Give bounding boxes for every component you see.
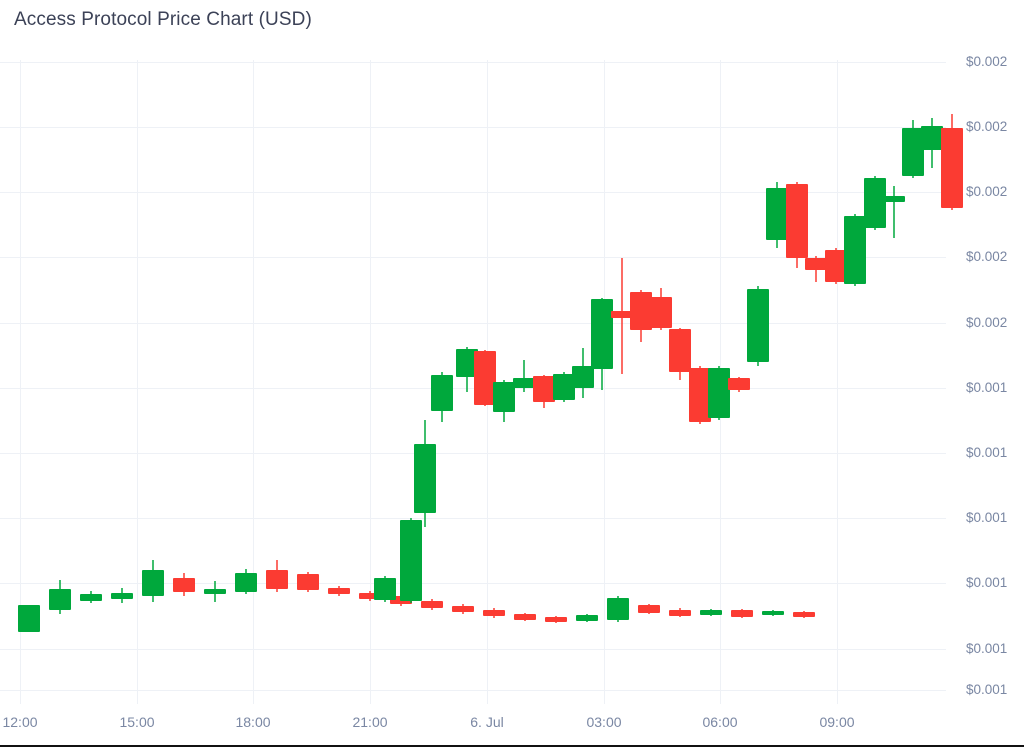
- candlestick-up[interactable]: [513, 378, 535, 388]
- candlestick-down[interactable]: [825, 250, 847, 282]
- candlestick-up[interactable]: [111, 593, 133, 599]
- gridline-horizontal: [0, 453, 946, 454]
- candlestick-up[interactable]: [204, 589, 226, 594]
- candlestick-down[interactable]: [545, 617, 567, 622]
- candlestick-up[interactable]: [864, 178, 886, 228]
- candlestick-up[interactable]: [18, 605, 40, 632]
- candlestick-up[interactable]: [883, 196, 905, 202]
- y-axis-tick-label: $0.001: [966, 641, 1008, 656]
- candlestick-up[interactable]: [591, 299, 613, 369]
- candlestick-up[interactable]: [142, 570, 164, 596]
- gridline-vertical: [604, 60, 605, 704]
- candlestick-up[interactable]: [700, 610, 722, 615]
- candlestick-up[interactable]: [374, 578, 396, 600]
- candle-wick: [893, 186, 895, 238]
- candlestick-down[interactable]: [731, 610, 753, 617]
- candlestick-up[interactable]: [747, 289, 769, 362]
- candlestick-down[interactable]: [689, 368, 711, 422]
- candlestick-down[interactable]: [359, 593, 381, 599]
- candlestick-down[interactable]: [421, 601, 443, 608]
- candlestick-up[interactable]: [572, 366, 594, 388]
- gridline-vertical: [370, 60, 371, 704]
- gridline-vertical: [253, 60, 254, 704]
- candlestick-down[interactable]: [514, 614, 536, 620]
- gridline-horizontal: [0, 62, 946, 63]
- bottom-divider: [0, 745, 1024, 747]
- y-axis-tick-label: $0.002: [966, 249, 1008, 264]
- candlestick-down[interactable]: [474, 351, 496, 405]
- candlestick-down[interactable]: [941, 128, 963, 208]
- candlestick-up[interactable]: [766, 188, 788, 240]
- candlestick-down[interactable]: [728, 378, 750, 390]
- y-axis-tick-label: $0.001: [966, 510, 1008, 525]
- candlestick-up[interactable]: [576, 615, 598, 621]
- gridline-vertical: [20, 60, 21, 704]
- candlestick-up[interactable]: [493, 382, 515, 412]
- x-axis-tick-label: 03:00: [586, 714, 622, 730]
- x-axis-tick-label: 6. Jul: [470, 714, 504, 730]
- candlestick-up[interactable]: [456, 349, 478, 377]
- x-axis-tick-label: 09:00: [819, 714, 855, 730]
- candlestick-up[interactable]: [80, 594, 102, 601]
- x-axis-tick-label: 15:00: [119, 714, 155, 730]
- candlestick-up[interactable]: [762, 611, 784, 615]
- page-title: Access Protocol Price Chart (USD): [14, 9, 312, 30]
- candlestick-down[interactable]: [630, 292, 652, 330]
- gridline-horizontal: [0, 192, 946, 193]
- candlestick-down[interactable]: [786, 184, 808, 258]
- candlestick-down[interactable]: [328, 588, 350, 594]
- candlestick-down[interactable]: [297, 574, 319, 590]
- x-axis-tick-label: 06:00: [702, 714, 738, 730]
- gridline-horizontal: [0, 323, 946, 324]
- gridline-horizontal: [0, 127, 946, 128]
- candlestick-down[interactable]: [173, 578, 195, 592]
- gridline-horizontal: [0, 583, 946, 584]
- candlestick-up[interactable]: [607, 598, 629, 620]
- x-axis-tick-label: 12:00: [2, 714, 38, 730]
- candlestick-up[interactable]: [553, 374, 575, 400]
- candlestick-up[interactable]: [708, 368, 730, 418]
- y-axis-tick-label: $0.001: [966, 380, 1008, 395]
- candlestick-down[interactable]: [611, 311, 633, 318]
- gridline-horizontal: [0, 257, 946, 258]
- candlestick-down[interactable]: [650, 297, 672, 328]
- candlestick-up[interactable]: [414, 444, 436, 513]
- candle-wick: [523, 360, 525, 392]
- y-axis-tick-label: $0.001: [966, 575, 1008, 590]
- candlestick-down[interactable]: [669, 329, 691, 372]
- gridline-horizontal: [0, 649, 946, 650]
- gridline-vertical: [137, 60, 138, 704]
- candlestick-down[interactable]: [805, 258, 827, 270]
- candlestick-down[interactable]: [483, 610, 505, 616]
- candlestick-up[interactable]: [235, 573, 257, 592]
- x-axis-tick-label: 21:00: [352, 714, 388, 730]
- y-axis-tick-label: $0.001: [966, 682, 1008, 697]
- candlestick-up[interactable]: [431, 375, 453, 411]
- y-axis-tick-label: $0.001: [966, 445, 1008, 460]
- candlestick-down[interactable]: [638, 605, 660, 613]
- candlestick-up[interactable]: [921, 126, 943, 150]
- candlestick-down[interactable]: [669, 610, 691, 616]
- y-axis-tick-label: $0.002: [966, 54, 1008, 69]
- candlestick-down[interactable]: [793, 612, 815, 617]
- candlestick-up[interactable]: [400, 520, 422, 601]
- y-axis-tick-label: $0.002: [966, 184, 1008, 199]
- gridline-horizontal: [0, 388, 946, 389]
- gridline-horizontal: [0, 690, 946, 691]
- candlestick-down[interactable]: [266, 570, 288, 589]
- candlestick-up[interactable]: [902, 128, 924, 176]
- gridline-horizontal: [0, 518, 946, 519]
- y-axis-tick-label: $0.002: [966, 119, 1008, 134]
- candlestick-up[interactable]: [844, 216, 866, 284]
- candlestick-down[interactable]: [452, 606, 474, 612]
- candlestick-down[interactable]: [533, 376, 555, 402]
- x-axis-tick-label: 18:00: [235, 714, 271, 730]
- y-axis-tick-label: $0.002: [966, 315, 1008, 330]
- gridline-vertical: [837, 60, 838, 704]
- candlestick-up[interactable]: [49, 589, 71, 610]
